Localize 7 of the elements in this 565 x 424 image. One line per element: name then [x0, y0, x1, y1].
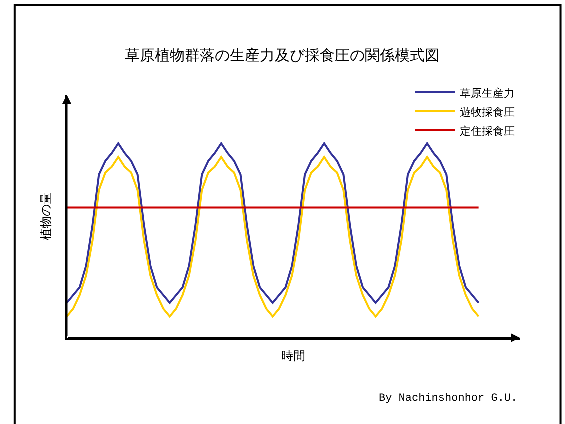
- x-axis-title: 時間: [282, 348, 306, 363]
- text: By Nachinshonhor G.U.: [379, 393, 518, 405]
- y-axis-title: 植物の量: [38, 192, 53, 240]
- legend-label: 遊牧採食圧: [460, 106, 515, 119]
- chart-title: 草原植物群落の生産力及び採食圧の関係模式図: [125, 46, 440, 64]
- legend-label: 定住採食圧: [460, 124, 515, 138]
- legend-label: 草原生産力: [460, 86, 515, 100]
